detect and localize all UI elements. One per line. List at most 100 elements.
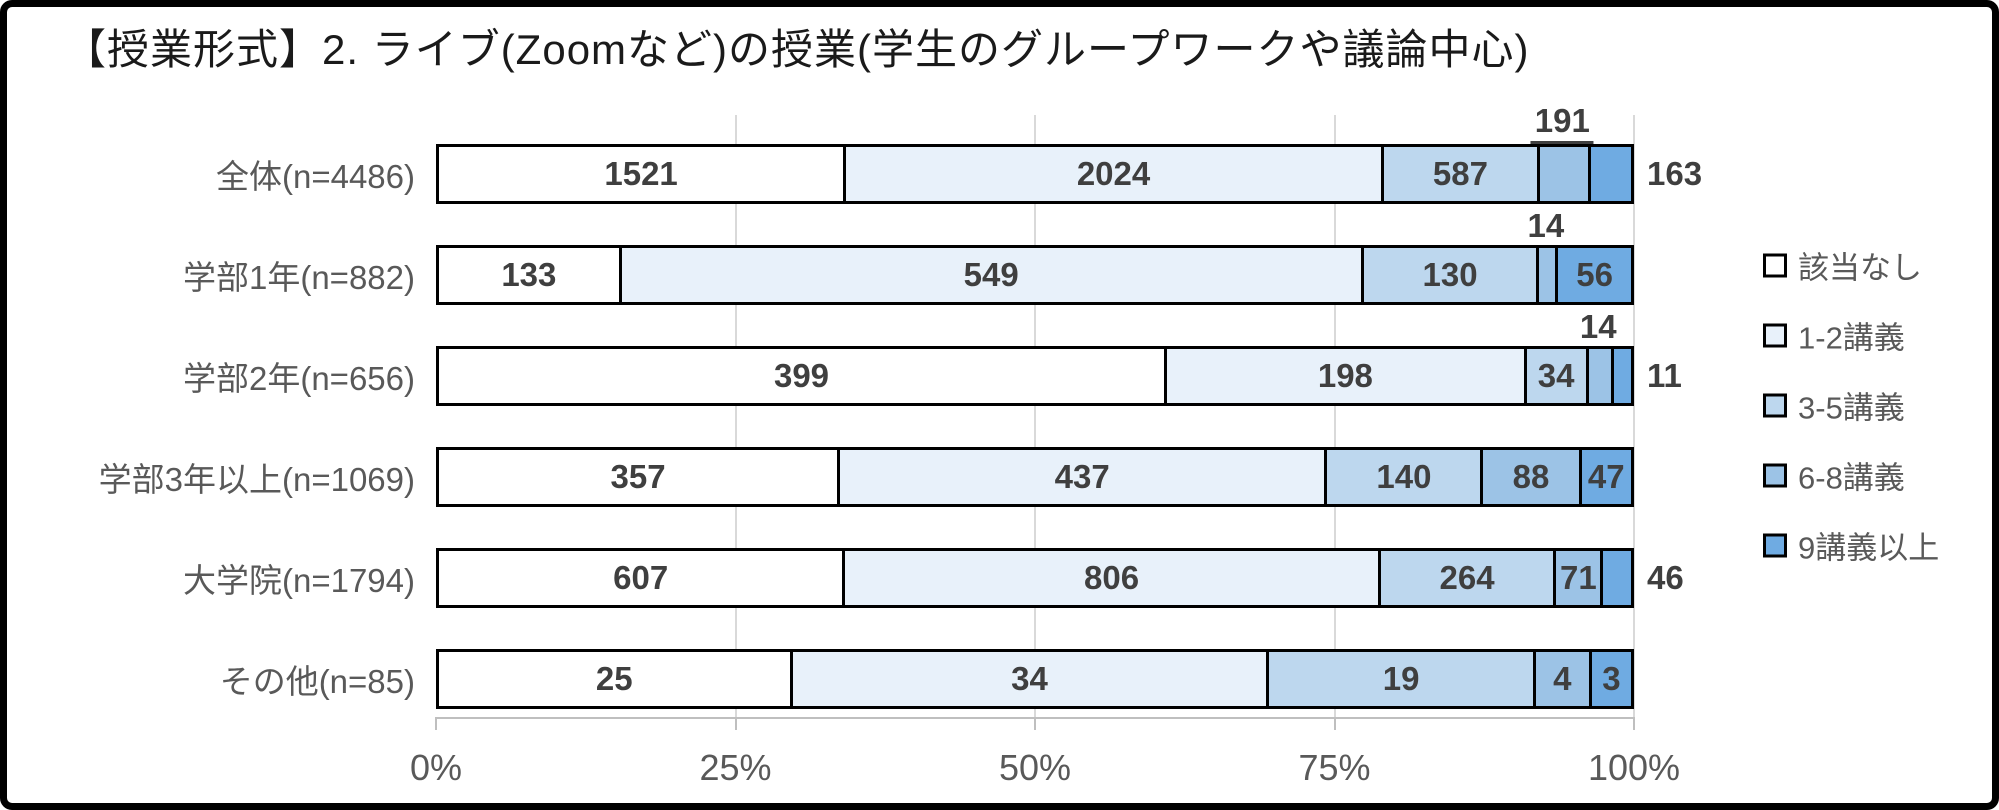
value-label: 437 xyxy=(1054,458,1110,495)
value-label: 47 xyxy=(1587,458,1625,495)
gridline xyxy=(1034,115,1036,717)
value-label: 71 xyxy=(1559,559,1597,596)
x-axis-label: 0% xyxy=(409,747,463,788)
category-label: 大学院(n=1794) xyxy=(182,562,415,599)
bar-segment: 549 xyxy=(618,248,1361,302)
value-label-right: 163 xyxy=(1647,155,1703,192)
legend-swatch-icon xyxy=(1763,533,1787,557)
bar-segment: 88 xyxy=(1480,450,1579,504)
x-axis-label: 75% xyxy=(1298,747,1371,788)
category-label: 学部1年(n=882) xyxy=(182,259,415,296)
bar-segment: 140 xyxy=(1324,450,1481,504)
category-label: その他(n=85) xyxy=(219,663,415,700)
legend-label: 3-5講義 xyxy=(1798,390,1905,426)
bar-segment xyxy=(1585,349,1611,403)
bar-segment: 399 xyxy=(439,349,1164,403)
value-label: 3 xyxy=(1602,660,1621,697)
value-label: 264 xyxy=(1439,559,1495,596)
x-axis-tick xyxy=(1333,717,1336,730)
value-label: 399 xyxy=(773,357,830,394)
category-label: 学部3年以上(n=1069) xyxy=(98,461,415,498)
value-label-right: 11 xyxy=(1647,357,1682,394)
bar-segment xyxy=(1536,248,1556,302)
bar-segment: 607 xyxy=(439,551,843,605)
bar-segment: 34 xyxy=(789,652,1267,706)
bar-segment: 19 xyxy=(1266,652,1533,706)
legend-swatch-icon xyxy=(1763,253,1787,277)
legend-swatch-icon xyxy=(1763,323,1787,347)
value-label: 34 xyxy=(1537,357,1575,394)
gridline xyxy=(734,115,737,717)
bar-segment: 4 xyxy=(1532,652,1589,706)
bar-segment: 3 xyxy=(1588,652,1631,706)
bar-segment: 806 xyxy=(842,551,1378,605)
value-label-above: 191 xyxy=(1530,102,1594,144)
bar-segment: 264 xyxy=(1377,551,1554,605)
value-label: 130 xyxy=(1422,256,1478,293)
value-label: 806 xyxy=(1084,559,1140,596)
bar-segment: 25 xyxy=(439,652,790,706)
x-axis-label: 50% xyxy=(998,747,1072,788)
bar-row: 607 806 264 71 46 xyxy=(436,548,1684,608)
bar-row: 1521 2024 587 191 163 xyxy=(436,102,1702,204)
legend-item: 該当なし xyxy=(1763,243,1922,288)
legend-item: 6-8講義 xyxy=(1763,453,1905,498)
legend-swatch-icon xyxy=(1763,393,1787,417)
value-label: 19 xyxy=(1382,660,1420,697)
value-label: 607 xyxy=(613,559,669,596)
bar-row: 357 437 140 88 47 xyxy=(436,447,1634,507)
legend-item: 9講義以上 xyxy=(1763,523,1939,568)
value-label-above: 14 xyxy=(1527,207,1565,244)
value-label-above: 14 xyxy=(1579,308,1617,345)
x-axis-label: 100% xyxy=(1587,747,1681,788)
legend-label: 9講義以上 xyxy=(1798,530,1940,566)
value-label: 133 xyxy=(501,256,557,293)
value-label: 1521 xyxy=(604,155,678,192)
bar-segment: 437 xyxy=(837,450,1325,504)
value-label: 34 xyxy=(1011,660,1048,697)
x-axis-label: 25% xyxy=(699,747,772,788)
bar-segment xyxy=(1610,349,1631,403)
bar-segment: 2024 xyxy=(843,147,1381,201)
bar-segment: 198 xyxy=(1164,349,1524,403)
bar-segment xyxy=(1587,147,1631,201)
value-label: 140 xyxy=(1376,458,1432,495)
bar-row: 25 34 19 4 3 xyxy=(436,649,1634,709)
bar-segment: 34 xyxy=(1523,349,1586,403)
value-label: 2024 xyxy=(1076,155,1151,192)
value-label: 357 xyxy=(610,458,666,495)
bar-segment: 71 xyxy=(1553,551,1601,605)
category-label: 全体(n=4486) xyxy=(215,158,415,195)
value-label: 88 xyxy=(1512,458,1550,495)
legend-label: 6-8講義 xyxy=(1798,460,1905,496)
bar-segment xyxy=(1600,551,1631,605)
chart-title: 【授業形式】2. ライブ(Zoomなど)の授業(学生のグループワークや議論中心) xyxy=(64,26,1530,73)
bar-row: 133 549 130 14 56 xyxy=(436,207,1634,305)
legend-item: 3-5講義 xyxy=(1763,383,1905,428)
value-label: 587 xyxy=(1432,155,1488,192)
bar-segment: 1521 xyxy=(439,147,844,201)
bar-segment: 357 xyxy=(439,450,838,504)
value-label: 198 xyxy=(1317,357,1373,394)
bar-segment: 587 xyxy=(1380,147,1537,201)
value-label: 4 xyxy=(1553,660,1572,697)
bar-segment: 133 xyxy=(439,248,619,302)
bar-segment: 130 xyxy=(1360,248,1537,302)
legend-swatch-icon xyxy=(1763,463,1787,487)
category-label: 学部2年(n=656) xyxy=(182,360,415,397)
x-axis-tick xyxy=(1633,717,1635,730)
legend-item: 1-2講義 xyxy=(1763,313,1905,358)
legend-label: 1-2講義 xyxy=(1798,320,1905,356)
bar-row: 399 198 34 14 11 xyxy=(436,308,1682,406)
bar-segment: 47 xyxy=(1578,450,1631,504)
x-axis-tick xyxy=(435,717,437,730)
value-label: 25 xyxy=(595,660,633,697)
value-label: 56 xyxy=(1576,256,1613,293)
legend-label: 該当なし xyxy=(1798,250,1922,286)
bar-segment: 56 xyxy=(1555,248,1631,302)
x-axis-tick xyxy=(734,717,737,730)
plot-area: 1521 2024 587 191 163 133 549 130 14 56 399 198 34 14… xyxy=(435,102,1702,730)
gridline xyxy=(1333,115,1336,717)
value-label: 549 xyxy=(963,256,1019,293)
